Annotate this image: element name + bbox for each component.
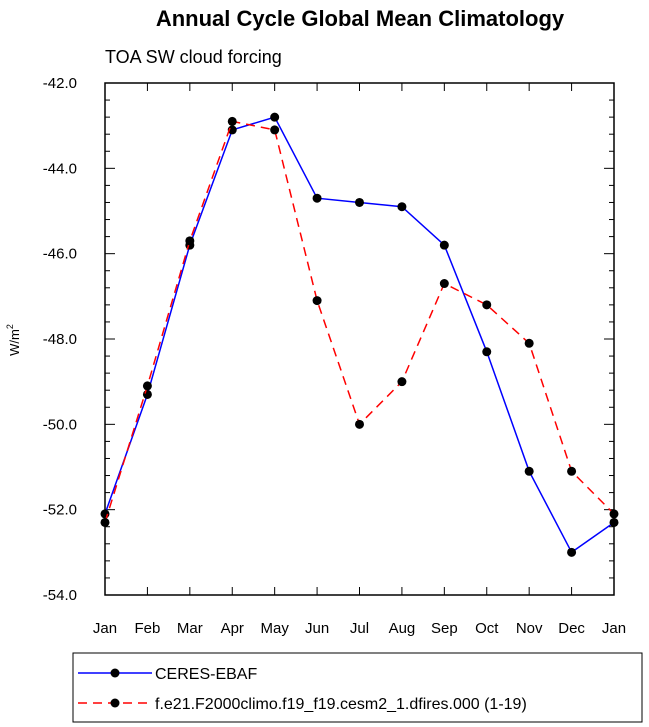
data-point <box>482 300 492 310</box>
legend: CERES-EBAF f.e21.F2000climo.f19_f19.cesm2… <box>72 652 643 723</box>
chart-subtitle: TOA SW cloud forcing <box>105 47 282 67</box>
y-tick-label: -50.0 <box>43 416 77 433</box>
legend-label: f.e21.F2000climo.f19_f19.cesm2_1.dfires.… <box>155 696 527 713</box>
legend-marker <box>110 698 120 708</box>
axis-ticks: Jan Feb Mar Apr May Jun Jul Aug Sep Oct Nov Dec Jan-… <box>43 75 626 637</box>
data-point <box>439 240 449 250</box>
series-layer <box>100 112 619 557</box>
y-tick-label: -54.0 <box>43 587 77 604</box>
data-point <box>355 419 364 429</box>
x-tick-label: May <box>260 620 289 637</box>
chart-title: Annual Cycle Global Mean Climatology <box>156 6 565 31</box>
y-tick-label: -48.0 <box>43 331 77 348</box>
data-point <box>100 517 110 527</box>
data-point <box>227 116 237 126</box>
data-point <box>185 236 195 246</box>
x-tick-label: Apr <box>221 620 244 637</box>
x-tick-label: Jan <box>602 620 626 637</box>
x-tick-label: Jun <box>305 620 329 637</box>
data-point <box>312 193 322 203</box>
legend-label: CERES-EBAF <box>155 666 257 683</box>
data-point <box>397 202 407 212</box>
data-point <box>524 338 534 348</box>
y-tick-label: -44.0 <box>43 160 77 177</box>
y-axis-label-text: W/m <box>7 329 22 356</box>
data-point <box>142 381 152 391</box>
x-tick-label: Jan <box>93 620 117 637</box>
legend-box <box>72 652 643 723</box>
data-point <box>312 296 322 306</box>
legend-marker <box>110 668 120 678</box>
data-point <box>397 377 407 387</box>
data-point <box>227 125 237 135</box>
data-point <box>609 509 619 519</box>
y-tick-label: -46.0 <box>43 246 77 263</box>
x-tick-label: Dec <box>558 620 585 637</box>
data-point <box>482 347 492 357</box>
x-tick-label: Feb <box>134 620 160 637</box>
data-point <box>439 279 449 289</box>
x-tick-label: Nov <box>516 620 543 637</box>
data-point <box>142 389 152 399</box>
data-point <box>270 125 280 135</box>
x-tick-label: Mar <box>177 620 203 637</box>
plot-frame <box>104 82 615 596</box>
x-tick-label: Oct <box>475 620 499 637</box>
y-axis-label: W/m2 <box>5 324 22 356</box>
y-tick-label: -52.0 <box>43 502 77 519</box>
y-tick-label: -42.0 <box>43 75 77 92</box>
series-line-0 <box>104 116 615 554</box>
x-tick-label: Aug <box>389 620 416 637</box>
data-point <box>609 517 619 527</box>
x-tick-label: Sep <box>431 620 458 637</box>
data-point <box>524 466 534 476</box>
x-tick-label: Jul <box>350 620 369 637</box>
data-point <box>567 466 577 476</box>
data-point <box>567 547 577 557</box>
data-point <box>355 197 364 207</box>
data-point <box>100 509 110 519</box>
y-axis-label-superscript: 2 <box>5 324 15 329</box>
data-point <box>270 112 280 122</box>
series-line-1 <box>104 120 615 523</box>
